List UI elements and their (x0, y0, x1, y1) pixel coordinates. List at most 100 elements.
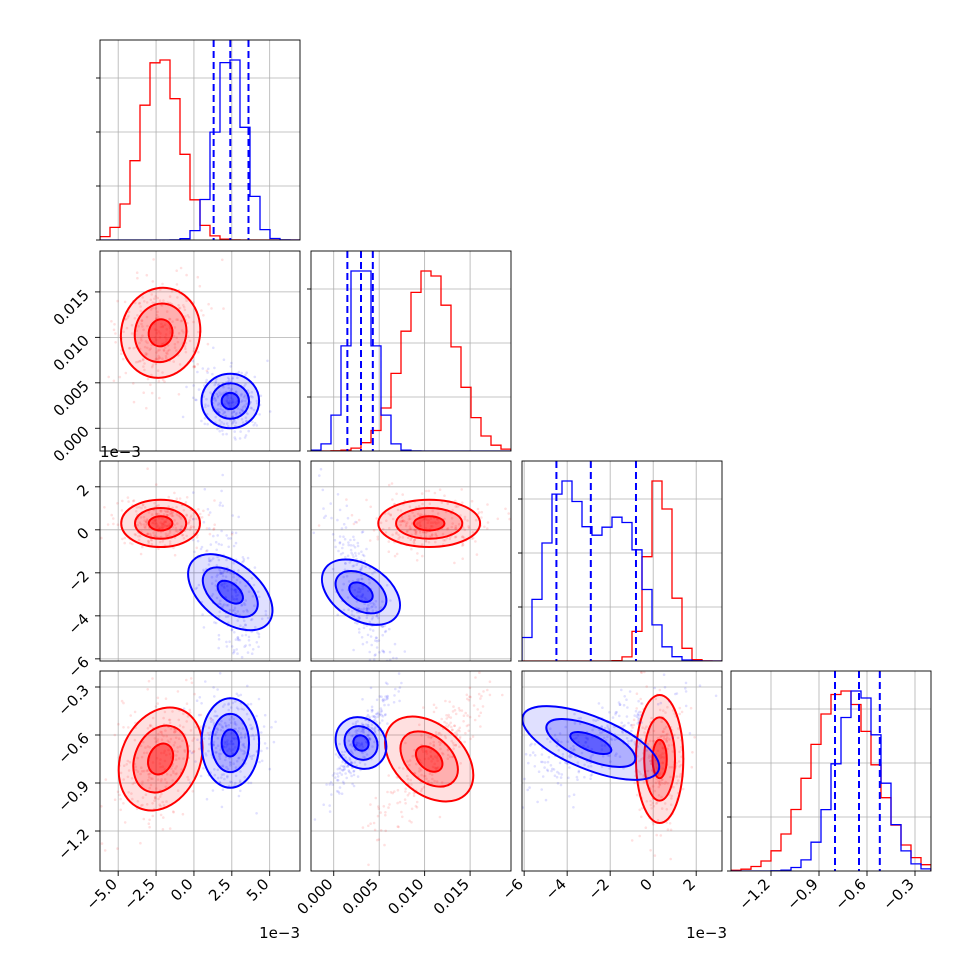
blue-sample-point (225, 640, 228, 644)
blue-sample-point (244, 623, 247, 626)
blue-sample-point (226, 589, 230, 592)
blue-sample-point (215, 409, 219, 413)
blue-sample-point (249, 723, 252, 727)
blue-sample-point (214, 399, 217, 403)
red-sample-point (159, 325, 163, 329)
red-sample-point (193, 692, 196, 696)
blue-sample-point (357, 627, 361, 631)
blue-sample-point (370, 723, 374, 726)
blue-sample-point (222, 569, 225, 573)
grid (100, 671, 300, 871)
red-sample-point (403, 798, 407, 801)
blue-sample-point (349, 771, 352, 775)
blue-sample-point (221, 473, 224, 477)
blue-sample-point (589, 757, 592, 761)
red-sample-point (649, 803, 653, 807)
blue-sample-point (231, 398, 235, 401)
blue-sample-point (221, 788, 225, 791)
red-sample-point (448, 537, 452, 541)
red-sample-point (664, 738, 668, 741)
red-sample-point (173, 730, 176, 734)
blue-sample-point (212, 721, 216, 725)
blue-sample-point (227, 545, 230, 549)
red-sample-point (681, 787, 685, 791)
blue-sample-point (340, 527, 344, 530)
blue-sample-point (579, 716, 582, 720)
red-sample-point (386, 790, 389, 794)
blue-sample-point (342, 575, 346, 579)
blue-sample-point (204, 403, 207, 407)
red-sample-point (160, 730, 163, 734)
blue-sample-point (514, 753, 517, 756)
red-sample-point (652, 739, 656, 743)
blue-sample-point (341, 780, 345, 784)
blue-sample-point (594, 719, 598, 722)
blue-sample-point (371, 602, 375, 605)
red-sample-point (382, 805, 386, 808)
red-sample-point (350, 513, 354, 517)
red-sample-point (163, 509, 167, 512)
red-sample-point (468, 695, 471, 698)
blue-sample-point (352, 555, 355, 559)
red-sample-point (145, 751, 149, 755)
blue-sample-point (607, 727, 611, 731)
blue-sample-point (375, 720, 378, 723)
red-sample-point (413, 529, 417, 532)
blue-sample-point (372, 658, 376, 661)
blue-sample-point (228, 399, 232, 403)
red-sample-point (128, 760, 132, 764)
blue-sample-point (219, 501, 222, 505)
red-sample-point (146, 769, 150, 772)
blue-sample-point (313, 818, 317, 821)
red-sample-point (454, 712, 458, 716)
blue-sample-point (569, 747, 573, 750)
red-sample-point (656, 819, 660, 822)
blue-sample-point (227, 702, 231, 705)
red-sample-point (155, 317, 158, 320)
x-tick-label: 2.5 (205, 875, 235, 905)
blue-sample-point (240, 655, 244, 659)
blue-sample-point (232, 561, 235, 565)
blue-sample-point (359, 567, 363, 570)
blue-sample-point (322, 803, 326, 806)
red-sample-point (123, 536, 127, 540)
red-sample-point (142, 769, 146, 773)
red-sample-point (162, 348, 166, 352)
blue-sample-point (225, 740, 228, 744)
blue-sample-point (610, 738, 614, 742)
red-sample-point (186, 775, 189, 779)
red-sample-point (396, 801, 399, 805)
red-sample-point (166, 535, 169, 538)
blue-sample-point (251, 648, 255, 651)
red-sample-point (666, 828, 670, 831)
red-sample-point (421, 502, 424, 506)
blue-sample-point (246, 556, 250, 560)
blue-sample-point (255, 399, 259, 403)
red-sample-point (177, 757, 181, 760)
blue-contour (220, 391, 240, 411)
red-sample-point (168, 317, 171, 321)
blue-sample-point (376, 614, 379, 618)
blue-sample-point (568, 795, 571, 798)
blue-sample-point (224, 582, 227, 585)
blue-sample-point (368, 737, 371, 740)
red-contour (395, 506, 464, 540)
red-sample-point (643, 731, 646, 734)
blue-sample-point (373, 654, 377, 657)
blue-sample-point (220, 773, 224, 776)
blue-sample-point (225, 400, 229, 403)
blue-sample-point (606, 724, 609, 727)
blue-sample-point (245, 672, 248, 675)
red-sample-point (510, 662, 513, 665)
blue-sample-point (196, 370, 199, 374)
red-sample-point (202, 509, 205, 513)
red-sample-point (413, 528, 417, 531)
red-sample-point (384, 811, 387, 814)
blue-sample-point (622, 703, 626, 707)
y-tick-label: −0.3 (54, 681, 92, 719)
red-sample-point (434, 767, 438, 770)
red-sample-point (153, 519, 157, 522)
red-sample-point (498, 668, 501, 671)
red-sample-point (150, 538, 153, 542)
red-sample-point (465, 724, 469, 728)
